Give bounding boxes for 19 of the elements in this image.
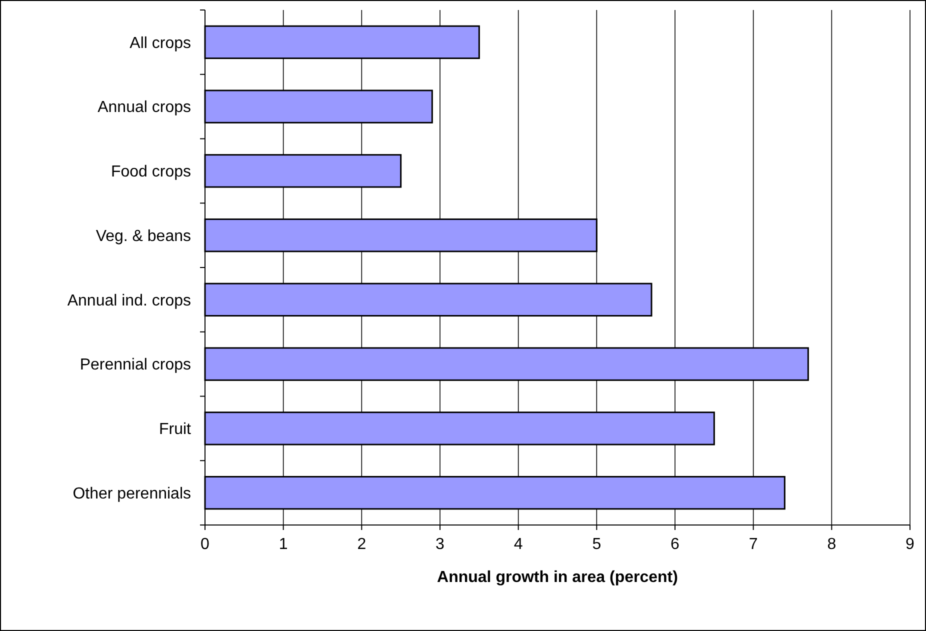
y-tick-label: Other perennials bbox=[72, 485, 191, 502]
y-tick-label: Perennial crops bbox=[80, 356, 191, 374]
y-tick-label: All crops bbox=[130, 34, 191, 52]
x-tick-label: 7 bbox=[748, 536, 758, 553]
y-tick-label: Fruit bbox=[159, 421, 192, 438]
x-tick-label: 9 bbox=[906, 536, 915, 553]
x-tick-label: 8 bbox=[827, 536, 836, 553]
x-tick-label: 6 bbox=[670, 536, 680, 553]
x-tick-label: 3 bbox=[436, 536, 445, 553]
x-tick-label: 1 bbox=[278, 536, 288, 553]
x-tick-label: 2 bbox=[357, 536, 366, 553]
y-tick-label: Food crops bbox=[110, 164, 191, 181]
y-tick-label: Annual crops bbox=[98, 99, 191, 116]
x-tick-label: 5 bbox=[592, 536, 602, 553]
x-axis-title: Annual growth in area (percent) bbox=[437, 569, 678, 586]
y-tick-label: Veg. & beans bbox=[96, 228, 191, 245]
x-tick-label: 0 bbox=[200, 536, 210, 553]
y-tick-label: Annual ind. crops bbox=[67, 292, 191, 310]
x-tick-label: 4 bbox=[514, 536, 523, 553]
